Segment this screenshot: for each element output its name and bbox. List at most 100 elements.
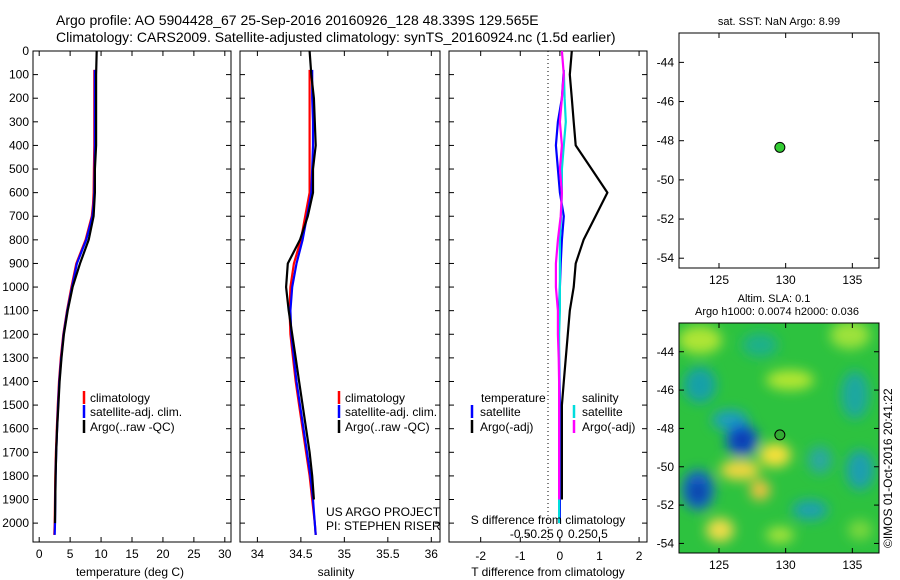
y-tick-label: -54 — [657, 251, 675, 265]
s-tick-label: -0.25 — [526, 527, 554, 541]
y-tick-label: 1300 — [2, 351, 29, 365]
sla-blob — [846, 450, 874, 490]
legend-label-temp-satellite: satellite — [480, 405, 521, 419]
sla-blob — [808, 446, 832, 474]
y-tick-label: 1700 — [2, 445, 29, 459]
x-tick-label: 34.5 — [289, 547, 313, 561]
x-tick-label: 130 — [776, 558, 796, 572]
salinity-panel: 34 34.5 35 35.5 36 climatology satellite-adj… — [239, 50, 441, 579]
sla-blob — [830, 323, 870, 349]
s-tick-label: 0 — [557, 527, 564, 541]
y-tick-label: 1600 — [2, 422, 29, 436]
y-tick-label: 1200 — [2, 327, 29, 341]
sla-blob — [759, 443, 791, 467]
project-annotation: US ARGO PROJECT — [326, 505, 441, 519]
x-tick-label: 35.5 — [376, 547, 400, 561]
x-tick-label: 135 — [842, 273, 862, 287]
legend-label-temp-argo: Argo(-adj) — [480, 420, 533, 434]
series-line — [560, 50, 609, 500]
x-tick-label: 0 — [36, 547, 43, 561]
x-tick-label: 2 — [636, 549, 643, 563]
legend-label-argo: Argo(..raw -QC) — [345, 420, 430, 434]
sla-blobs — [679, 323, 874, 543]
y-tick-label: 1900 — [2, 493, 29, 507]
y-tick-label: 300 — [9, 115, 29, 129]
sla-map-panel: Altim. SLA: 0.1 Argo h1000: 0.0074 h2000… — [657, 293, 895, 572]
x-tick-label: 36 — [425, 547, 439, 561]
argo-position-marker — [774, 141, 786, 153]
difference-panel: -2 -1 0 1 2 -0.5-0.25 0 0.25 0.5 temperature sat… — [448, 50, 648, 579]
t-difference-label: T difference from climatology — [471, 565, 625, 579]
x-tick-label: 1 — [596, 549, 603, 563]
y-tick-label: 1100 — [3, 304, 29, 318]
y-tick-label: 600 — [9, 186, 29, 200]
series-line — [554, 50, 565, 500]
y-tick-label: -46 — [657, 383, 675, 397]
y-tick-label: 700 — [9, 209, 29, 223]
legend-label-satellite: satellite-adj. clim. — [90, 405, 182, 419]
x-tick-label: 25 — [187, 547, 201, 561]
imos-watermark: ©IMOS 01-Oct-2016 20:41:22 — [881, 388, 895, 548]
sla-blob — [742, 333, 778, 357]
series-line — [285, 50, 317, 500]
sla-blob — [706, 518, 734, 542]
y-tick-label: -44 — [657, 345, 675, 359]
sla-blob — [720, 460, 760, 480]
y-tick-label: 900 — [9, 256, 29, 270]
sla-title: Altim. SLA: 0.1 — [738, 293, 811, 305]
sla-blob — [841, 371, 869, 419]
y-tick-label: -48 — [657, 421, 675, 435]
sla-blob — [691, 483, 705, 501]
y-tick-label: 200 — [9, 91, 29, 105]
y-tick-label: 1800 — [2, 469, 29, 483]
sla-blob — [750, 480, 770, 500]
x-tick-label: 30 — [218, 547, 232, 561]
legend-title-temperature: temperature — [481, 391, 546, 405]
y-tick-label: 1400 — [2, 374, 29, 388]
legend-label-climatology: climatology — [345, 391, 405, 405]
y-tick-label: -46 — [657, 95, 675, 109]
sla-blob — [735, 433, 749, 447]
sst-title: sat. SST: NaN Argo: 8.99 — [718, 16, 840, 28]
temperature-panel: 0 5 10 15 20 25 300100200300400500600700800900… — [2, 44, 232, 579]
y-tick-label: -50 — [657, 173, 675, 187]
series-line — [289, 69, 317, 535]
legend-label-sal-argo: Argo(-adj) — [582, 420, 635, 434]
x-tick-label: 34 — [251, 547, 265, 561]
difference-legend: temperature satellite Argo(-adj) salinit… — [470, 391, 635, 434]
x-tick-label: 10 — [94, 547, 108, 561]
y-tick-label: -50 — [657, 460, 675, 474]
x-tick-label: 15 — [125, 547, 139, 561]
temperature-legend: climatology satellite-adj. clim. Argo(..… — [82, 391, 182, 434]
legend-label-sal-satellite: satellite — [582, 405, 623, 419]
legend-label-climatology: climatology — [90, 391, 150, 405]
y-tick-label: -52 — [657, 498, 675, 512]
y-tick-label: 500 — [9, 162, 29, 176]
y-tick-label: 100 — [9, 68, 29, 82]
y-tick-label: 400 — [9, 138, 29, 152]
salinity-xlabel: salinity — [318, 565, 355, 579]
y-tick-label: 0 — [22, 44, 29, 58]
y-tick-label: -44 — [657, 55, 675, 69]
x-tick-label: 0 — [557, 549, 564, 563]
legend-label-argo: Argo(..raw -QC) — [90, 420, 175, 434]
difference-axes — [448, 50, 648, 543]
legend-label-satellite: satellite-adj. clim. — [345, 405, 437, 419]
x-tick-label: 130 — [776, 273, 796, 287]
x-tick-label: 125 — [709, 273, 729, 287]
y-tick-label: -48 — [657, 134, 675, 148]
x-tick-label: 135 — [842, 558, 862, 572]
y-tick-label: 1000 — [2, 280, 29, 294]
header-line-2: Climatology: CARS2009. Satellite-adjuste… — [56, 29, 616, 45]
s-tick-label: 0.5 — [591, 527, 608, 541]
sla-blob — [679, 326, 722, 354]
y-tick-label: 2000 — [2, 516, 29, 530]
sla-axes — [678, 322, 880, 554]
header-line-1: Argo profile: AO 5904428_67 25-Sep-2016 … — [56, 12, 539, 28]
sla-subtitle: Argo h1000: 0.0074 h2000: 0.036 — [695, 306, 859, 318]
s-tick-label: 0.25 — [568, 527, 592, 541]
sst-map-panel: sat. SST: NaN Argo: 8.99 125 130 135 -44 -46… — [657, 16, 880, 287]
argo-position-marker — [774, 429, 786, 441]
sla-blob — [766, 370, 814, 390]
